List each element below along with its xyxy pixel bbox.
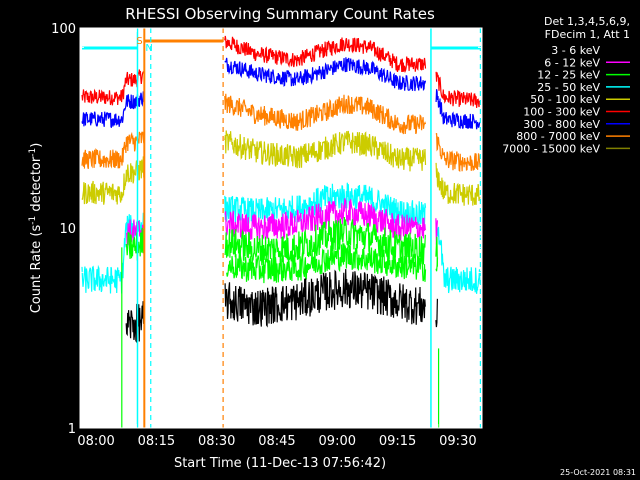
series-line-1	[81, 57, 481, 130]
x-tick-label-1: 08:15	[138, 434, 175, 449]
series-line-6	[125, 216, 438, 267]
legend-entry-label-6: 300 - 800 keV	[523, 118, 600, 131]
x-axis-label: Start Time (11-Dec-13 07:56:42)	[174, 456, 386, 471]
x-tick-label-2: 08:30	[198, 434, 235, 449]
x-tick-label-0: 08:00	[77, 434, 114, 449]
tick-layer: 08:00 08:15 08:30 08:45 09:00 09:15 09:30 1 10 10…	[51, 22, 482, 449]
legend-entry-label-8: 7000 - 15000 keV	[502, 142, 600, 155]
series-line-7	[226, 243, 439, 284]
legend-entry-label-1: 6 - 12 keV	[544, 56, 600, 69]
legend-header-line-1: Det 1,3,4,5,6,9,	[544, 15, 630, 28]
x-tick-label-4: 09:00	[319, 434, 356, 449]
night-flag-label: N	[145, 43, 152, 54]
x-tick-label-3: 08:45	[258, 434, 295, 449]
flag-layer: SN	[82, 28, 481, 428]
y-tick-label-0: 1	[68, 422, 76, 437]
x-tick-label-5: 09:15	[379, 434, 416, 449]
chart-title: RHESSI Observing Summary Count Rates	[125, 5, 435, 23]
y-axis-label-exp2: -1	[28, 148, 38, 157]
saa-flag-label: S	[136, 36, 142, 47]
y-axis-label-main: Count Rate (s	[29, 225, 44, 314]
y-tick-label-1: 10	[59, 222, 76, 237]
legend-entry-label-0: 3 - 6 keV	[551, 44, 600, 57]
series-layer	[81, 35, 481, 428]
y-axis-label: Count Rate (s-1 detector-1)	[28, 143, 44, 314]
legend-entry-label-2: 12 - 25 keV	[537, 69, 600, 82]
y-axis-label-exp1: -1	[28, 216, 38, 225]
footer-timestamp: 25-Oct-2021 08:31	[560, 468, 636, 477]
legend-header-line-2: FDecim 1, Att 1	[545, 28, 630, 41]
series-line-2	[81, 93, 481, 173]
series-line-3	[81, 130, 481, 206]
x-tick-label-6: 09:30	[439, 434, 476, 449]
legend-entry-label-5: 100 - 300 keV	[523, 106, 600, 119]
y-axis-label-end: )	[29, 143, 44, 148]
series-line-0	[81, 35, 481, 108]
y-axis-label-mid: detector	[29, 156, 44, 216]
legend-entry-label-3: 25 - 50 keV	[537, 81, 600, 94]
legend-entry-label-7: 800 - 7000 keV	[516, 130, 600, 143]
legend: Det 1,3,4,5,6,9, FDecim 1, Att 1 3 - 6 k…	[502, 15, 630, 155]
y-tick-label-2: 100	[51, 22, 76, 37]
legend-entry-label-4: 50 - 100 keV	[530, 93, 600, 106]
series-line-8	[125, 269, 438, 344]
